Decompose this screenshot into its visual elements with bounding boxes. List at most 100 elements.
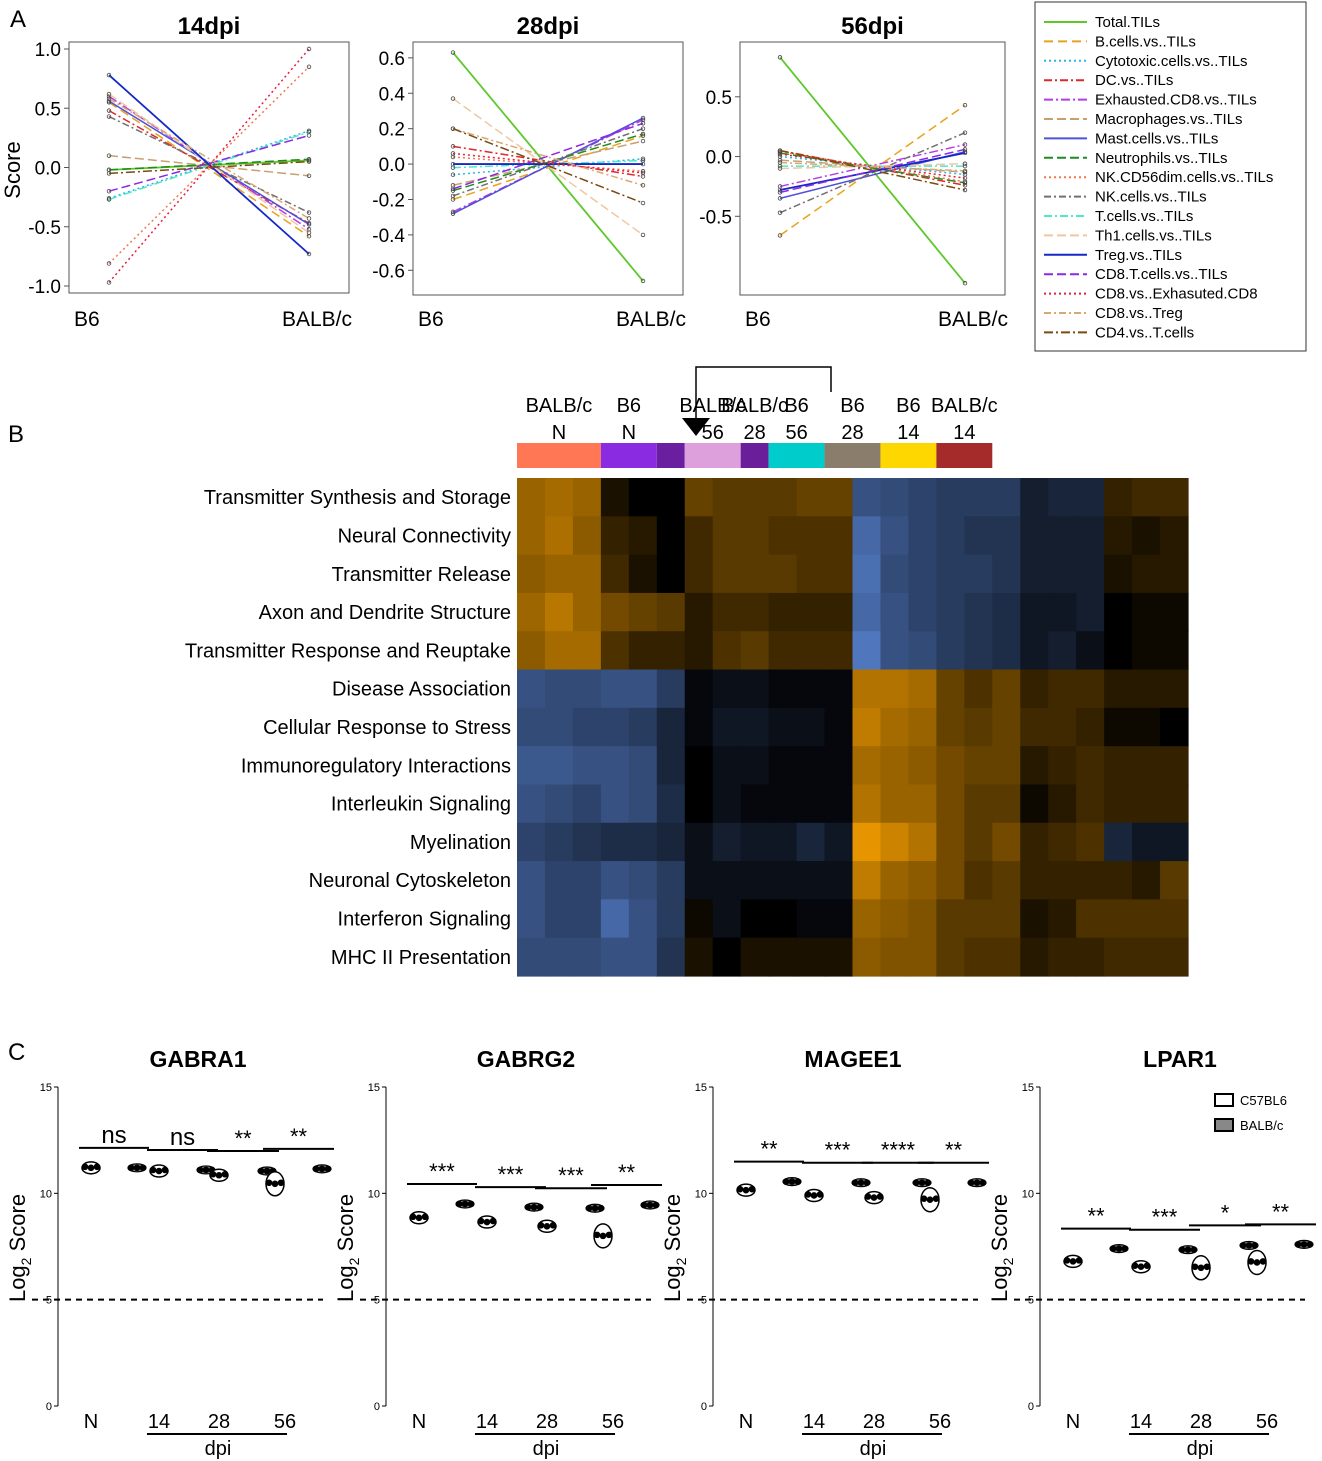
legend-label: Total.TILs [1095,14,1160,31]
data-point-c57bl6 [870,1194,878,1201]
data-point-balbc [1121,1245,1129,1252]
data-point-c57bl6 [1203,1263,1211,1271]
heatmap-cell [1020,478,1049,517]
heatmap-cell [796,746,826,786]
heatmap-cell [908,899,937,939]
heatmap-cell [852,516,882,556]
heatmap-cell [1076,861,1105,900]
heatmap-cell [964,707,993,747]
data-point [962,281,968,286]
data-point [306,157,312,162]
data-point [640,126,646,131]
heatmap-cell [1104,746,1133,786]
significance-label: ns [170,1124,195,1151]
heatmap-cell [852,822,882,862]
heatmap-cell [908,784,937,824]
heatmap-cell [1020,631,1049,671]
x-tick-label: 56 [274,1411,296,1433]
heatmap-cell [1132,899,1161,939]
data-point-c57bl6 [549,1221,557,1229]
heatmap-cell [908,822,937,862]
heatmap-cell [628,784,658,824]
data-point [306,173,312,178]
heatmap-cell [544,516,574,556]
heatmap-cell [1076,669,1105,709]
data-point-c57bl6 [1063,1257,1071,1264]
heatmap-cell [628,516,658,556]
x-tick-label: N [412,1411,426,1433]
heatmap-cell [740,746,770,786]
heatmap-cell [1048,784,1077,824]
heatmap-cell [908,478,937,517]
column-group-label: BALB/c [931,395,998,417]
legend-c: C57BL6 BALB/c [1214,1093,1287,1133]
significance-label: *** [429,1159,455,1184]
data-point-balbc [585,1204,593,1212]
subplot-title: 28dpi [517,13,580,40]
data-point-c57bl6 [87,1164,95,1172]
heatmap-cell [656,861,686,900]
heatmap-cell [712,746,742,786]
data-point-c57bl6 [864,1193,872,1200]
data-point [306,133,312,138]
x-tick-label-b6: B6 [418,308,444,331]
heatmap-cell [517,707,546,747]
heatmap-row-label: Neural Connectivity [338,525,511,547]
heatmap-cell [768,784,798,824]
heatmap-cell [740,554,770,594]
data-point-balbc [782,1178,790,1185]
heatmap-cell [712,937,742,977]
heatmap-cell [824,478,854,517]
x-tick-label: 28 [536,1411,558,1433]
heatmap-cell [880,937,910,977]
heatmap-cell [768,861,798,900]
heatmap-cell [600,592,630,632]
data-point-c57bl6 [1137,1263,1145,1271]
y-tick-label: 10 [368,1188,380,1200]
x-tick-label-b6: B6 [74,308,100,331]
heatmap-cell [712,592,742,632]
data-point [106,261,112,266]
data-point [640,121,646,126]
heatmap-cell [684,631,714,671]
y-tick-label: 10 [40,1188,52,1200]
heatmap-row-label: Interleukin Signaling [331,794,511,816]
heatmap-cell [880,516,910,556]
heatmap-cell [517,592,546,632]
legend-label: Neutrophils.vs..TILs [1095,150,1228,167]
heatmap-cell [1160,554,1189,594]
heatmap-cell [992,592,1021,632]
heatmap-cell [796,516,826,556]
data-point-c57bl6 [605,1231,613,1239]
data-point [777,233,783,238]
data-point [106,197,112,202]
heatmap-cell [1076,631,1105,671]
heatmap-cell [964,746,993,786]
heatmap-cell [824,516,854,556]
data-point [962,161,968,166]
y-tick-label: -0.5 [28,218,61,239]
data-point-c57bl6 [149,1166,157,1174]
heatmap-cell [796,822,826,862]
heatmap-cell [824,707,854,747]
heatmap-cell [544,899,574,939]
plot-title: GABRG2 [477,1046,575,1072]
data-point [962,168,968,174]
x-tick-label: 28 [1190,1411,1212,1433]
series-line-CD8.vs..Exhasuted.CD8 [779,153,966,179]
data-point-c57bl6 [748,1185,756,1193]
heatmap-cell [880,784,910,824]
heatmap-cell [936,554,965,594]
heatmap-cell [1020,554,1049,594]
y-tick-label: 15 [368,1082,380,1094]
significance-label: **** [881,1138,916,1163]
heatmap-cell [824,899,854,939]
heatmap-cell [1132,516,1161,556]
heatmap-cell [1076,516,1105,556]
heatmap-cell [964,937,993,977]
heatmap-cell [1076,592,1105,632]
series-line-CD8.T.cells.vs..TILs [108,134,310,192]
y-tick-label: -0.2 [372,190,405,211]
heatmap-cell [964,516,993,556]
